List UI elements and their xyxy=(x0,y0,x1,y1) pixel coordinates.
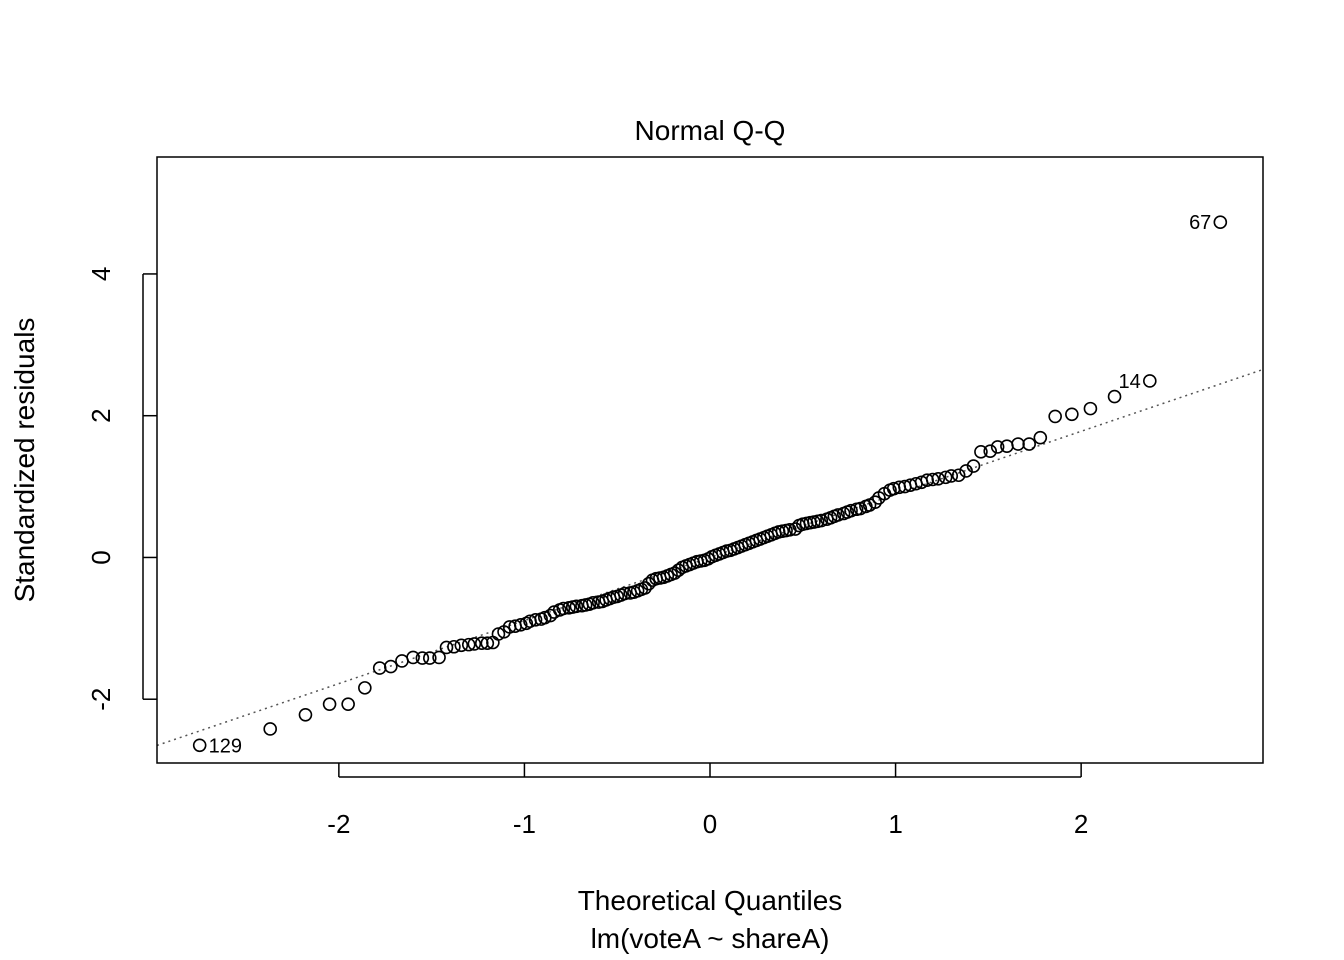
data-point xyxy=(1107,389,1122,404)
x-axis: -2 -1 0 1 2 xyxy=(327,763,1088,839)
y-axis: -2 0 2 4 xyxy=(86,267,157,711)
x-tick-label: 1 xyxy=(888,809,902,839)
data-point xyxy=(439,640,454,655)
data-point xyxy=(641,576,656,591)
data-point xyxy=(372,661,387,675)
data-point xyxy=(474,636,489,651)
data-point xyxy=(1213,215,1228,230)
data-point xyxy=(341,697,355,711)
data-point xyxy=(814,513,829,528)
data-point xyxy=(951,468,966,483)
data-point xyxy=(263,722,277,736)
x-tick-label: -1 xyxy=(513,809,536,839)
point-label: 129 xyxy=(209,735,242,757)
data-point xyxy=(467,637,482,651)
point-label: 14 xyxy=(1119,371,1141,393)
x-tick-label: -2 xyxy=(327,809,350,839)
x-axis-subtitle: lm(voteA ~ shareA) xyxy=(591,923,830,954)
data-point xyxy=(384,659,398,674)
data-point xyxy=(192,738,207,753)
y-tick-label: 0 xyxy=(86,550,116,564)
data-point xyxy=(432,650,446,665)
data-points xyxy=(192,215,1228,753)
data-point xyxy=(831,508,845,522)
data-point xyxy=(944,469,959,483)
data-point xyxy=(983,444,998,458)
data-point xyxy=(1033,430,1048,445)
x-tick-label: 0 xyxy=(703,809,717,839)
data-point xyxy=(638,581,652,595)
data-point xyxy=(358,681,372,695)
data-point xyxy=(1000,439,1014,453)
x-axis-label: Theoretical Quantiles xyxy=(578,885,843,916)
data-point xyxy=(1083,401,1098,416)
data-point xyxy=(395,654,409,668)
data-point xyxy=(868,495,882,509)
data-point xyxy=(447,639,461,654)
data-point xyxy=(990,440,1005,454)
data-point xyxy=(569,599,584,614)
data-point xyxy=(959,464,973,478)
reference-line xyxy=(156,368,1264,747)
data-point xyxy=(1011,437,1025,451)
data-point xyxy=(556,601,571,616)
data-point xyxy=(513,617,528,632)
y-tick-label: -2 xyxy=(86,688,116,711)
chart-title: Normal Q-Q xyxy=(635,115,786,146)
data-point xyxy=(844,503,858,518)
y-axis-label: Standardized residuals xyxy=(9,318,40,603)
data-point xyxy=(938,470,953,485)
data-point xyxy=(1143,374,1157,388)
data-point xyxy=(322,697,337,711)
data-point xyxy=(1065,407,1079,422)
data-point xyxy=(406,650,420,665)
plot-area: 67 14 129 xyxy=(156,212,1264,757)
data-point xyxy=(461,637,476,652)
data-point xyxy=(415,651,430,665)
data-point xyxy=(966,459,981,473)
data-point xyxy=(1048,409,1062,424)
data-point xyxy=(454,638,469,653)
y-tick-label: 4 xyxy=(86,267,116,281)
data-point xyxy=(974,445,988,459)
data-point xyxy=(617,586,632,601)
point-label: 67 xyxy=(1189,212,1211,234)
x-tick-label: 2 xyxy=(1074,809,1088,839)
data-point xyxy=(528,613,543,627)
data-point xyxy=(788,522,803,536)
data-point xyxy=(1022,437,1036,451)
data-point xyxy=(925,472,940,487)
plot-frame xyxy=(156,156,1264,764)
data-point xyxy=(586,596,600,610)
data-point xyxy=(931,471,946,486)
point-labels: 67 14 129 xyxy=(209,212,1212,757)
data-point xyxy=(480,636,495,651)
data-point xyxy=(422,651,437,665)
y-tick-label: 2 xyxy=(86,408,116,422)
data-point xyxy=(298,708,313,722)
data-point xyxy=(671,563,686,578)
